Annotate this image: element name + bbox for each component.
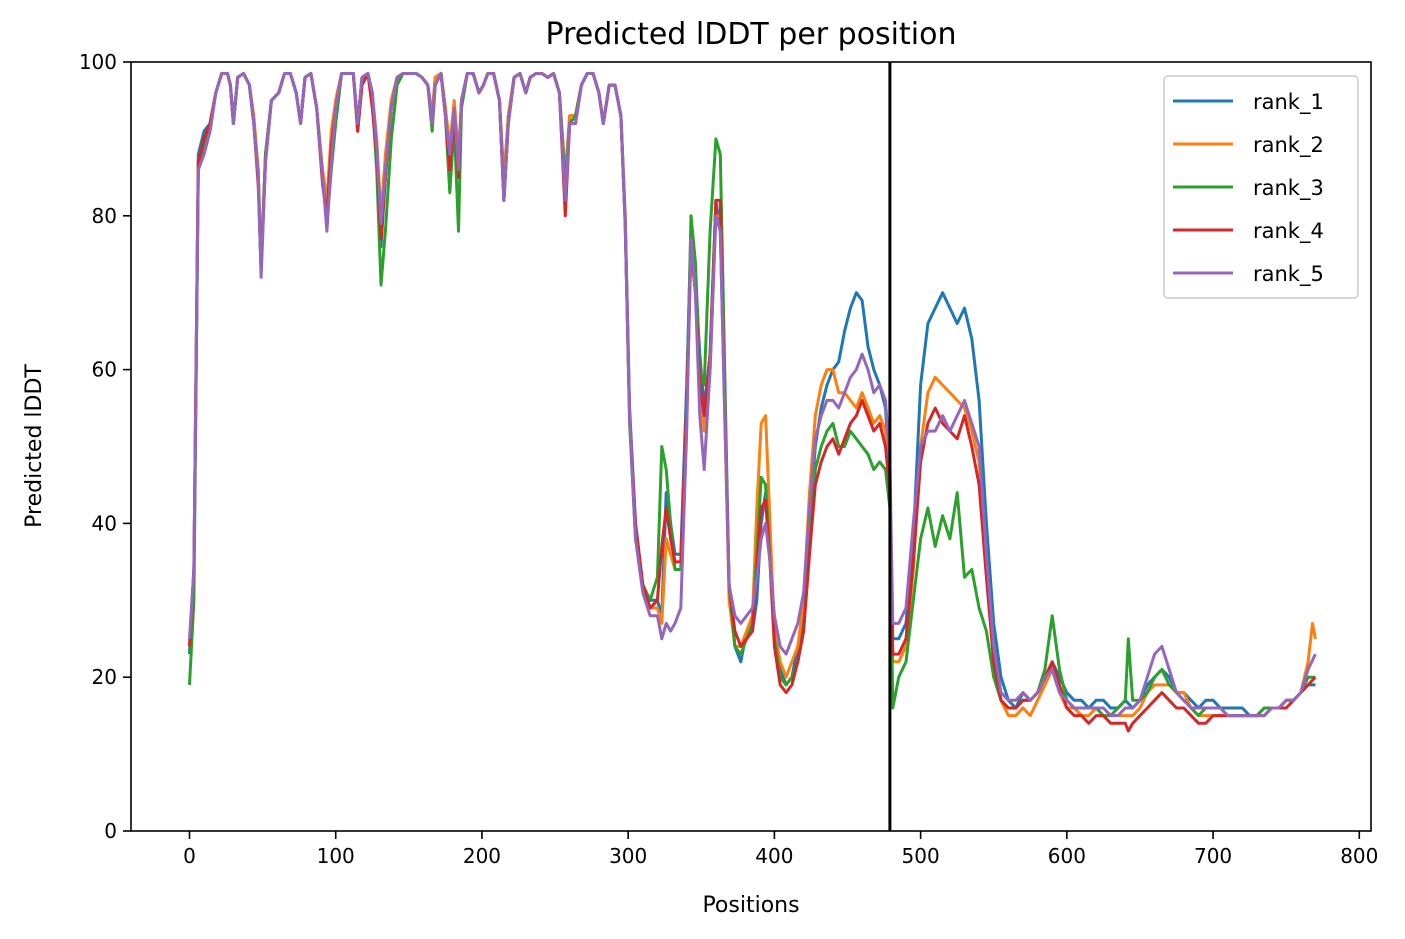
x-tick-label: 700 bbox=[1194, 844, 1232, 868]
x-tick-label: 0 bbox=[183, 844, 196, 868]
x-axis-label: Positions bbox=[702, 893, 799, 918]
x-tick-label: 100 bbox=[317, 844, 355, 868]
x-axis-ticks: 0 100 200 300 400 500 600 700 800 bbox=[183, 831, 1378, 868]
legend: rank_1 rank_2 rank_3 rank_4 rank_5 bbox=[1163, 75, 1359, 299]
y-tick-label: 40 bbox=[92, 511, 117, 535]
series-line-5 bbox=[188, 72, 1317, 718]
x-tick-label: 300 bbox=[609, 844, 647, 868]
y-tick-label: 0 bbox=[104, 819, 117, 843]
legend-label: rank_2 bbox=[1253, 133, 1324, 158]
x-tick-label: 500 bbox=[902, 844, 940, 868]
y-tick-label: 100 bbox=[79, 50, 117, 74]
y-tick-label: 80 bbox=[92, 204, 117, 228]
x-tick-label: 400 bbox=[755, 844, 793, 868]
legend-label: rank_5 bbox=[1253, 262, 1324, 287]
axes-frame bbox=[130, 61, 1372, 832]
y-tick-label: 60 bbox=[92, 358, 117, 382]
series-line-4 bbox=[188, 72, 1317, 733]
y-axis-label: Predicted lDDT bbox=[22, 364, 47, 528]
series-layer bbox=[188, 72, 1317, 733]
y-axis-ticks: 0 20 40 60 80 100 bbox=[79, 50, 131, 843]
chart-title: Predicted lDDT per position bbox=[546, 17, 957, 52]
x-tick-label: 600 bbox=[1048, 844, 1086, 868]
legend-label: rank_3 bbox=[1253, 176, 1324, 201]
x-tick-label: 800 bbox=[1340, 844, 1378, 868]
legend-box bbox=[1163, 75, 1359, 299]
legend-label: rank_1 bbox=[1253, 90, 1324, 115]
legend-label: rank_4 bbox=[1253, 219, 1324, 244]
x-tick-label: 200 bbox=[463, 844, 501, 868]
plot-area bbox=[130, 61, 1372, 832]
y-tick-label: 20 bbox=[92, 665, 117, 689]
